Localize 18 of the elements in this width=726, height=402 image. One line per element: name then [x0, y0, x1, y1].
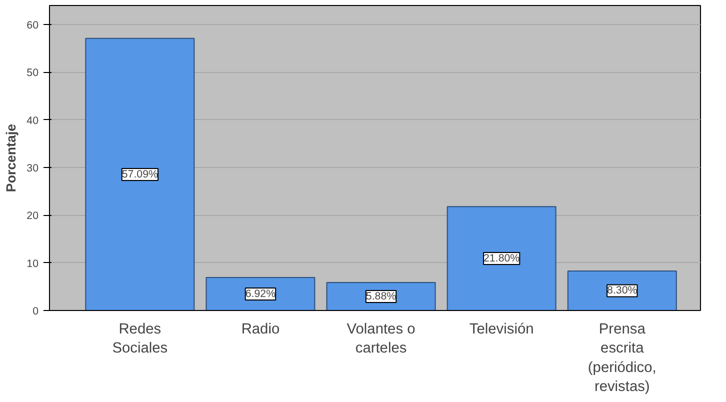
y-tick-label: 30 [26, 162, 39, 175]
y-tick-label: 10 [26, 258, 39, 270]
x-tick-label: Redes Sociales [112, 322, 168, 357]
x-tick-label: Radio [241, 322, 280, 338]
bar [206, 277, 316, 310]
y-tick-label: 40 [26, 114, 39, 127]
x-tick-label: Prensa escrita (periódico, revistas) [588, 322, 656, 396]
x-tick-label: Volantes o carteles [346, 322, 416, 357]
data-label: 5.88% [366, 290, 397, 302]
y-axis-title: Porcentaje [4, 124, 19, 192]
bar [446, 206, 556, 310]
y-tick-label: 50 [26, 67, 39, 80]
y-tick-label: 0 [32, 306, 39, 318]
bar [85, 38, 195, 310]
y-tick-label: 20 [26, 210, 39, 222]
bar [567, 270, 677, 310]
x-tick-label: Televisión [469, 322, 534, 338]
y-tick-label: 60 [26, 20, 39, 32]
